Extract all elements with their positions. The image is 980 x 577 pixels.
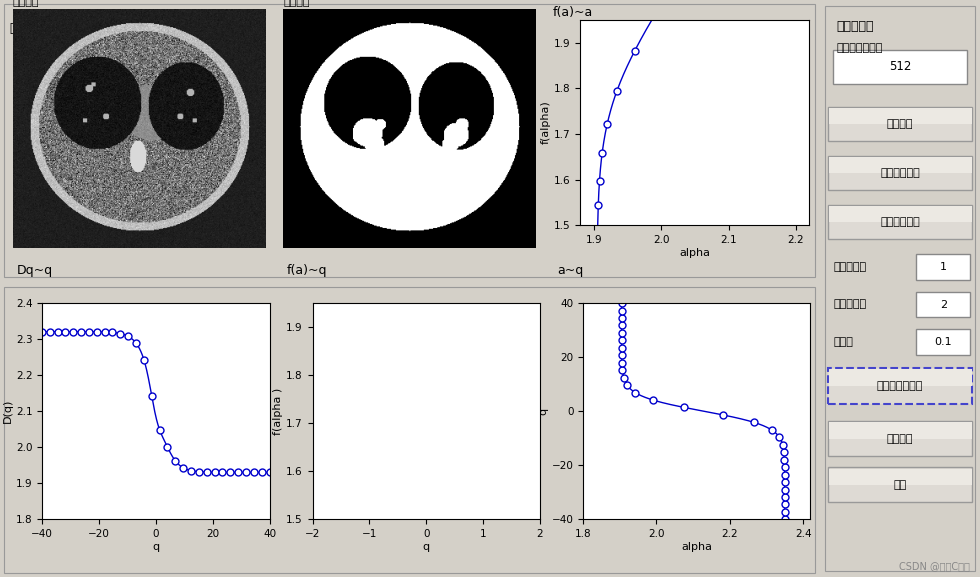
Y-axis label: q: q bbox=[539, 407, 549, 415]
Bar bbox=[833, 50, 967, 84]
Text: 网格大小：: 网格大小： bbox=[833, 261, 866, 272]
Bar bbox=[916, 329, 970, 355]
Text: Dq~q: Dq~q bbox=[17, 264, 53, 277]
Text: 打开图片: 打开图片 bbox=[887, 119, 913, 129]
Text: 退出: 退出 bbox=[894, 479, 906, 490]
Text: 像素转换: 像素转换 bbox=[283, 0, 310, 8]
Bar bbox=[828, 422, 972, 439]
Text: f(a)~a: f(a)~a bbox=[553, 6, 593, 19]
Text: CSDN @我爱C编程: CSDN @我爱C编程 bbox=[900, 561, 970, 571]
Text: 1: 1 bbox=[940, 262, 947, 272]
Bar bbox=[828, 469, 972, 485]
Text: 2: 2 bbox=[940, 299, 947, 310]
Text: f(a)~q: f(a)~q bbox=[287, 264, 327, 277]
Bar bbox=[828, 421, 972, 456]
Text: 图像显示区: 图像显示区 bbox=[10, 23, 47, 35]
Bar bbox=[916, 292, 970, 317]
Text: 步进：: 步进： bbox=[833, 336, 853, 347]
X-axis label: q: q bbox=[422, 542, 430, 552]
Bar bbox=[828, 205, 972, 239]
Text: 输入图像: 输入图像 bbox=[13, 0, 39, 8]
Bar bbox=[828, 206, 972, 222]
Text: 转换为黑白图: 转换为黑白图 bbox=[880, 217, 920, 227]
Text: 多重分形谱分析: 多重分形谱分析 bbox=[877, 381, 923, 391]
Bar bbox=[828, 368, 972, 404]
Bar bbox=[828, 369, 972, 386]
X-axis label: alpha: alpha bbox=[679, 248, 710, 257]
Text: 图像显示区: 图像显示区 bbox=[836, 20, 874, 33]
Text: 图像大小转换：: 图像大小转换： bbox=[836, 43, 883, 53]
Text: 0.1: 0.1 bbox=[935, 337, 953, 347]
Y-axis label: D(q): D(q) bbox=[3, 399, 13, 424]
X-axis label: q: q bbox=[152, 542, 160, 552]
Text: 数据保存: 数据保存 bbox=[887, 433, 913, 444]
Bar bbox=[828, 108, 972, 124]
X-axis label: alpha: alpha bbox=[681, 542, 712, 552]
Bar bbox=[828, 107, 972, 141]
Y-axis label: f(alpha ): f(alpha ) bbox=[273, 388, 283, 434]
Bar bbox=[828, 467, 972, 502]
Bar bbox=[828, 157, 972, 173]
Text: 512: 512 bbox=[889, 61, 911, 73]
Bar bbox=[828, 156, 972, 190]
Y-axis label: f(alpha): f(alpha) bbox=[541, 101, 551, 144]
Text: 加权系数：: 加权系数： bbox=[833, 299, 866, 309]
Text: a~q: a~q bbox=[558, 264, 584, 277]
Bar bbox=[916, 254, 970, 280]
Text: 转换为灰度图: 转换为灰度图 bbox=[880, 168, 920, 178]
